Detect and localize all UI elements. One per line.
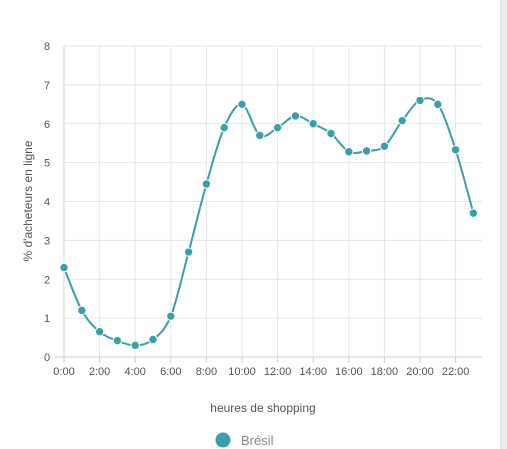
- y-tick-label: 3: [44, 235, 50, 247]
- grid: [63, 45, 482, 357]
- data-point: [433, 99, 443, 110]
- legend[interactable]: Brésil: [215, 432, 274, 449]
- data-point: [183, 247, 194, 257]
- series-bresil: [59, 95, 479, 351]
- data-point: [272, 122, 283, 133]
- data-point: [468, 208, 479, 218]
- x-tick-labels: 0:00 2:00 4:00 6:00 8:00 10:00 12:00 14:00 16:00…: [53, 366, 469, 378]
- y-axis-title: % d'acheteurs en ligne: [21, 140, 35, 261]
- series-line-bresil: [63, 97, 475, 347]
- data-point: [255, 130, 265, 141]
- y-tick-label: 0: [44, 352, 50, 364]
- y-tick-label: 6: [44, 119, 50, 131]
- data-point: [326, 128, 336, 139]
- x-tick-label: 16:00: [335, 366, 363, 378]
- x-tick-label: 4:00: [124, 366, 145, 378]
- data-point: [450, 145, 461, 155]
- y-tick-label: 7: [44, 80, 50, 92]
- data-point: [397, 115, 407, 126]
- y-tick-labels: 0 1 2 3 4 5 6 7 8: [44, 41, 50, 364]
- x-tick-label: 14:00: [299, 366, 327, 378]
- data-point: [166, 311, 176, 321]
- x-tick-label: 0:00: [53, 366, 74, 378]
- data-point: [59, 262, 69, 273]
- y-tick-label: 8: [44, 41, 50, 53]
- x-tick-label: 10:00: [228, 366, 256, 378]
- y-tick-label: 1: [44, 313, 50, 325]
- x-tick-label: 2:00: [89, 366, 110, 378]
- x-tick-label: 18:00: [371, 366, 399, 378]
- data-point: [379, 141, 390, 151]
- x-tick-label: 20:00: [406, 366, 434, 378]
- data-point: [237, 99, 247, 110]
- data-point: [148, 334, 158, 345]
- data-point: [415, 95, 425, 106]
- data-point: [112, 335, 123, 346]
- axes: [55, 46, 482, 363]
- data-point: [130, 340, 140, 351]
- legend-marker-bresil: [215, 432, 231, 448]
- data-point: [361, 146, 372, 156]
- legend-label-bresil: Brésil: [241, 433, 274, 448]
- data-point: [308, 119, 318, 129]
- x-axis-title: heures de shopping: [210, 401, 315, 415]
- data-point: [94, 327, 105, 337]
- y-tick-label: 4: [44, 197, 50, 209]
- data-point: [344, 147, 354, 157]
- scrollbar-edge: [500, 0, 507, 449]
- y-tick-label: 2: [44, 274, 50, 286]
- x-tick-label: 12:00: [264, 366, 292, 378]
- data-point: [201, 179, 212, 189]
- data-point: [219, 122, 229, 133]
- x-tick-label: 6:00: [160, 366, 181, 378]
- data-point: [77, 305, 87, 316]
- x-tick-label: 22:00: [442, 366, 470, 378]
- data-point: [290, 111, 301, 121]
- x-tick-label: 8:00: [196, 366, 217, 378]
- y-tick-label: 5: [44, 158, 50, 170]
